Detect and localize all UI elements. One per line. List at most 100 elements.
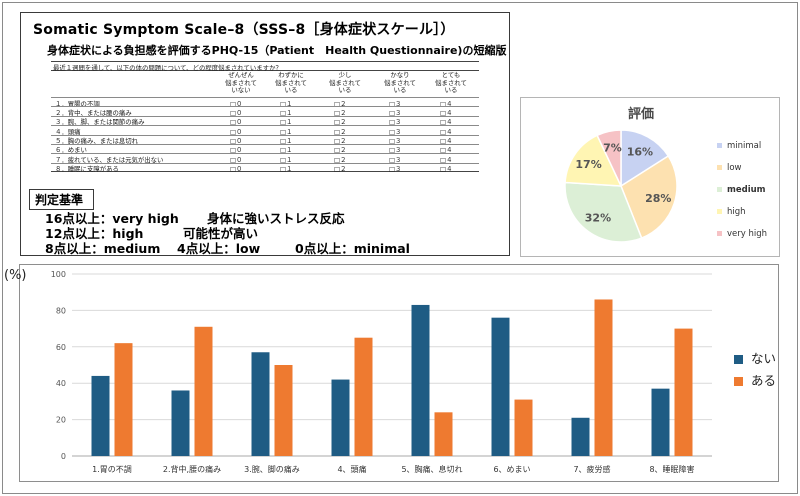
choice-checkbox[interactable]: □３ [389, 137, 402, 146]
y-axis-unit-label: (%) [4, 268, 27, 283]
legend-swatch [717, 143, 722, 148]
item-label: ２．背中、または腰の痛み [55, 108, 132, 117]
pie-data-label: 17% [575, 158, 601, 171]
legend-swatch [717, 231, 722, 236]
choice-checkbox[interactable]: □０ [230, 127, 243, 136]
choice-checkbox[interactable]: □２ [334, 99, 347, 108]
x-tick-label: 3.腕、脚の痛み [244, 464, 300, 474]
y-tick-label: 20 [56, 416, 66, 425]
choice-checkbox[interactable]: □２ [334, 155, 347, 164]
choice-checkbox[interactable]: □１ [280, 137, 293, 146]
choice-checkbox[interactable]: □３ [389, 127, 402, 136]
legend-label: medium [727, 185, 766, 195]
choice-checkbox[interactable]: □３ [389, 118, 402, 127]
choice-checkbox[interactable]: □３ [389, 146, 402, 155]
pie-legend-item: high [717, 206, 767, 228]
pie-slice-low [620, 154, 678, 240]
x-tick-label: 6、めまい [493, 465, 530, 474]
choice-checkbox[interactable]: □４ [440, 165, 453, 174]
bar-nai [171, 390, 190, 456]
legend-label: high [727, 207, 746, 217]
item-label: ７．疲れている、または元気が出ない [55, 155, 164, 164]
y-tick-label: 80 [56, 306, 66, 315]
choice-checkbox[interactable]: □３ [389, 165, 402, 174]
choice-checkbox[interactable]: □１ [280, 118, 293, 127]
choice-checkbox[interactable]: □１ [280, 165, 293, 174]
pie-legend-item: medium [717, 184, 767, 206]
choice-checkbox[interactable]: □１ [280, 155, 293, 164]
choice-checkbox[interactable]: □０ [230, 137, 243, 146]
choice-checkbox[interactable]: □４ [440, 108, 453, 117]
legend-swatch [734, 377, 743, 386]
bar-nai [651, 388, 670, 456]
questionnaire-item-row: ５．胸の痛み、または息切れ □０ □１ □２ □３ □４ [51, 134, 479, 146]
choice-checkbox[interactable]: □４ [440, 146, 453, 155]
choice-checkbox[interactable]: □２ [334, 127, 347, 136]
questionnaire-item-row: １．胃腸の不調 □０ □１ □２ □３ □４ [51, 97, 479, 108]
pie-chart-legend: minimal low medium high very high [717, 140, 767, 250]
pie-data-label: 16% [627, 146, 653, 159]
choice-checkbox[interactable]: □４ [440, 155, 453, 164]
choice-checkbox[interactable]: □０ [230, 118, 243, 127]
questionnaire-table: 最近１週間を通して、以下の体の問題について、どの程度悩まされていますか？ ぜんぜ… [51, 61, 479, 174]
choice-checkbox[interactable]: □１ [280, 99, 293, 108]
choice-checkbox[interactable]: □０ [230, 108, 243, 117]
legend-label: low [727, 163, 742, 173]
choice-checkbox[interactable]: □０ [230, 165, 243, 174]
bar-aru [354, 337, 373, 456]
bar-nai [411, 304, 430, 456]
bar-chart-legend: ない ある [734, 352, 776, 396]
questionnaire-rows: １．胃腸の不調 □０ □１ □２ □３ □４ ２．背中、または腰の痛み □０ □１ □２ □３ □４ ３… [51, 97, 479, 174]
choice-checkbox[interactable]: □２ [334, 108, 347, 117]
pie-slice-minimal [620, 129, 670, 188]
criteria-high-note: 可能性が高い [183, 226, 259, 241]
option-header: 少し 悩まされて いる [329, 71, 361, 94]
criteria-medium: 8点以上：medium [45, 241, 161, 256]
choice-checkbox[interactable]: □４ [440, 99, 453, 108]
item-label: ５．胸の痛み、または息切れ [55, 137, 139, 146]
bar-nai [491, 317, 510, 456]
pie-data-label: 7% [603, 142, 622, 155]
choice-checkbox[interactable]: □１ [280, 146, 293, 155]
y-tick-label: 0 [61, 452, 66, 461]
x-tick-label: 1.胃の不調 [92, 464, 132, 474]
choice-checkbox[interactable]: □３ [389, 108, 402, 117]
criteria-heading: 判定基準 [29, 189, 95, 210]
choice-checkbox[interactable]: □２ [334, 165, 347, 174]
choice-checkbox[interactable]: □１ [280, 108, 293, 117]
choice-checkbox[interactable]: □３ [389, 155, 402, 164]
x-tick-label: 4、頭痛 [337, 464, 366, 474]
choice-checkbox[interactable]: □４ [440, 118, 453, 127]
bar-aru [274, 365, 293, 456]
x-tick-label: 2.背中,腰の痛み [163, 464, 221, 474]
pie-legend-item: minimal [717, 140, 767, 162]
x-tick-label: 7、疲労感 [573, 464, 610, 474]
choice-checkbox[interactable]: □０ [230, 99, 243, 108]
pie-legend-item: very high [717, 228, 767, 250]
bar-nai [251, 352, 270, 456]
choice-checkbox[interactable]: □４ [440, 127, 453, 136]
form-title: Somatic Symptom Scale–8（SSS–8［身体症状スケール］） [33, 22, 455, 38]
choice-checkbox[interactable]: □０ [230, 155, 243, 164]
y-tick-label: 40 [56, 379, 66, 388]
pie-chart-panel: 評価 16% 28% 32% 17% 7% minimal low medium high ve… [520, 97, 780, 257]
questionnaire-item-row: ８．睡眠に支障がある □０ □１ □２ □３ □４ [51, 162, 479, 174]
choice-checkbox[interactable]: □３ [389, 99, 402, 108]
choice-checkbox[interactable]: □２ [334, 137, 347, 146]
choice-checkbox[interactable]: □２ [334, 118, 347, 127]
legend-swatch [717, 209, 722, 214]
choice-checkbox[interactable]: □２ [334, 146, 347, 155]
choice-checkbox[interactable]: □１ [280, 127, 293, 136]
bar-aru [514, 399, 533, 456]
choice-checkbox[interactable]: □０ [230, 146, 243, 155]
option-header: わずかに 悩まされて いる [275, 71, 307, 94]
questionnaire-item-row: ４．頭痛 □０ □１ □２ □３ □４ [51, 125, 479, 136]
pie-data-label: 28% [645, 192, 671, 205]
choice-checkbox[interactable]: □４ [440, 137, 453, 146]
bar-aru [674, 328, 693, 456]
legend-label: ある [751, 373, 777, 388]
bar-nai [91, 375, 110, 456]
pie-slice-medium [564, 181, 643, 243]
y-tick-label: 100 [51, 270, 66, 279]
bar-aru [434, 412, 453, 456]
